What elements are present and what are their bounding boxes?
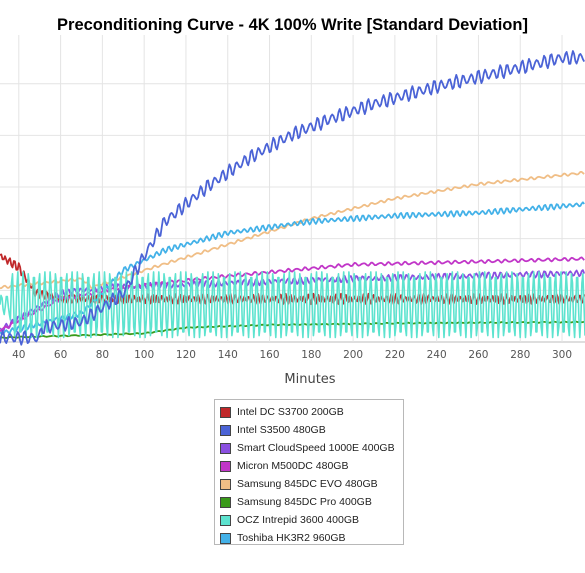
x-tick-label: 200 [343, 349, 363, 361]
series-line-toshiba-hk3r2-960gb [0, 201, 585, 336]
legend-item: Intel DC S3700 200GB [215, 403, 403, 421]
series-line-ocz-intrepid-3600-400gb [0, 271, 585, 339]
legend-swatch [220, 406, 231, 418]
x-tick-label: 260 [468, 349, 488, 361]
series-line-smart-cloudspeed-1000e-400gb [0, 269, 585, 333]
legend-swatch [220, 532, 231, 544]
chart-title: Preconditioning Curve - 4K 100% Write [S… [57, 16, 528, 34]
legend-label: OCZ Intrepid 3600 400GB [237, 514, 359, 526]
x-axis-label: Minutes [284, 372, 335, 387]
x-tick-label: 60 [54, 349, 67, 361]
legend-swatch [220, 514, 231, 526]
legend-swatch [220, 478, 231, 490]
x-tick-label: 220 [385, 349, 405, 361]
x-tick-label: 300 [552, 349, 572, 361]
x-tick-label: 280 [510, 349, 530, 361]
x-tick-label: 160 [259, 349, 279, 361]
x-tick-label: 180 [301, 349, 321, 361]
legend-item: OCZ Intrepid 3600 400GB [215, 511, 403, 529]
legend-label: Intel S3500 480GB [237, 424, 326, 436]
x-tick-label: 140 [218, 349, 238, 361]
legend-item: Micron M500DC 480GB [215, 457, 403, 475]
legend: Intel DC S3700 200GB Intel S3500 480GB Sma… [214, 399, 404, 545]
x-tick-label: 80 [96, 349, 109, 361]
legend-item: Intel S3500 480GB [215, 421, 403, 439]
series-line-intel-s3500-480gb [0, 50, 585, 346]
x-tick-labels: 40 60 80 100 120 140 160 180 200 220 240 260 280 300 [12, 349, 572, 361]
legend-swatch [220, 460, 231, 472]
x-tick-label: 40 [12, 349, 25, 361]
legend-item: Smart CloudSpeed 1000E 400GB [215, 439, 403, 457]
legend-item: Samsung 845DC Pro 400GB [215, 493, 403, 511]
legend-label: Intel DC S3700 200GB [237, 406, 344, 418]
legend-item: Toshiba HK3R2 960GB [215, 529, 403, 547]
legend-item: Samsung 845DC EVO 480GB [215, 475, 403, 493]
grid-lines [0, 35, 585, 343]
legend-swatch [220, 496, 231, 508]
legend-label: Toshiba HK3R2 960GB [237, 532, 346, 544]
legend-swatch [220, 424, 231, 436]
series-lines [0, 50, 585, 346]
legend-label: Samsung 845DC EVO 480GB [237, 478, 378, 490]
legend-label: Samsung 845DC Pro 400GB [237, 496, 372, 508]
legend-label: Smart CloudSpeed 1000E 400GB [237, 442, 395, 454]
legend-label: Micron M500DC 480GB [237, 460, 349, 472]
x-tick-label: 240 [427, 349, 447, 361]
legend-swatch [220, 442, 231, 454]
x-tick-label: 100 [134, 349, 154, 361]
x-tick-label: 120 [176, 349, 196, 361]
